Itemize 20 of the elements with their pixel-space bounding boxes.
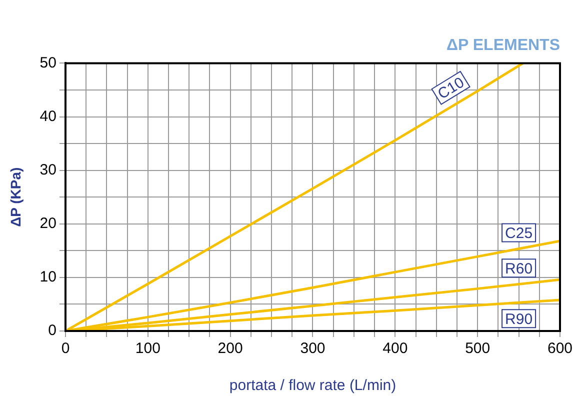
y-axis-title: ΔP (KPa): [7, 167, 24, 227]
series-label: R90: [505, 310, 533, 328]
x-tick-label: 100: [135, 340, 160, 358]
x-tick-label: 500: [465, 340, 490, 358]
series-label: R60: [505, 260, 533, 278]
series-label: C25: [505, 224, 533, 242]
y-tick-label: 50: [40, 54, 56, 72]
text: C10: [434, 74, 468, 103]
x-tick-label: 600: [547, 340, 573, 358]
y-tick-label: 20: [40, 215, 56, 232]
x-tick-label: 300: [300, 340, 326, 358]
chart-title: ΔP ELEMENTS: [446, 37, 560, 54]
y-tick-label: 10: [40, 268, 56, 286]
x-tick-label: 0: [61, 340, 70, 358]
x-tick-label: 400: [382, 340, 408, 358]
y-tick-label: 0: [48, 322, 56, 340]
y-tick-label: 30: [40, 161, 56, 178]
x-axis-title: portata / flow rate (L/min): [229, 377, 396, 394]
y-tick-label: 40: [40, 108, 56, 125]
x-tick-label: 200: [218, 340, 243, 358]
